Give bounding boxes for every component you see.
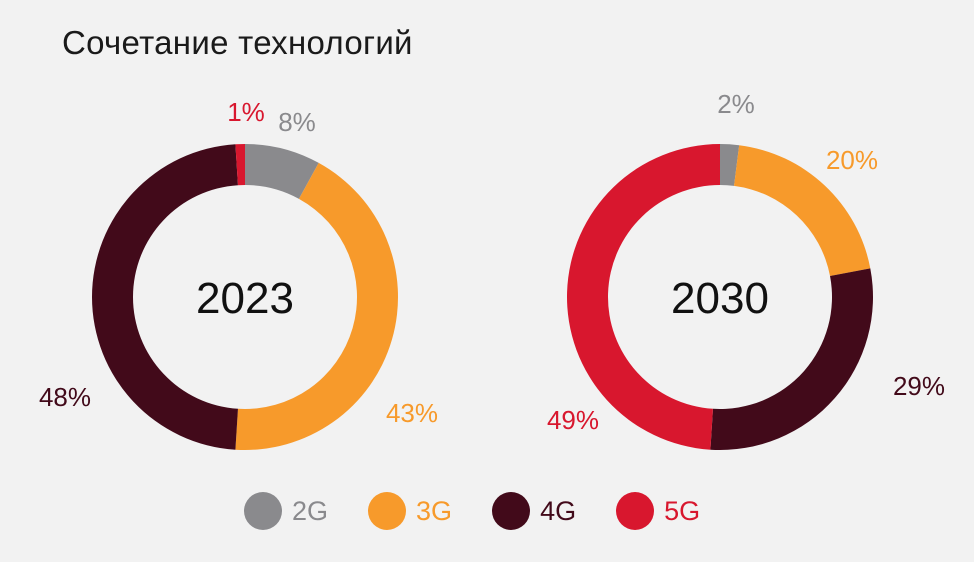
slice-label-2023-5g: 1% [227,97,265,127]
slice-label-2023-4g: 48% [39,382,91,412]
slice-label-2030-3g: 20% [826,145,878,175]
legend-item-4g: 4G [492,492,576,530]
slice-label-2023-2g: 8% [278,107,316,137]
slice-2030-2g [720,144,740,186]
slice-2023-3g [235,162,399,450]
center-label-2023: 2023 [196,274,294,323]
legend-item-2g: 2G [244,492,328,530]
chart-title: Сочетание технологий [62,24,413,61]
legend-swatch-4g [492,492,531,530]
legend-label-5g: 5G [664,495,701,526]
center-label-2030: 2030 [671,274,769,323]
slice-2023-2g [245,144,319,199]
slice-label-2030-5g: 49% [547,405,599,435]
slice-2030-5g [566,144,720,450]
legend: 2G 3G 4G 5G [244,492,700,530]
legend-swatch-3g [368,492,407,530]
legend-label-4g: 4G [540,495,577,526]
legend-swatch-2g [244,492,282,530]
slice-2023-4g [91,144,238,450]
legend-swatch-5g [616,492,655,530]
legend-label-3g: 3G [416,495,453,526]
legend-label-2g: 2G [292,495,329,526]
legend-item-5g: 5G [616,492,700,530]
slice-label-2030-2g: 2% [717,89,755,119]
slice-2030-3g [734,145,871,277]
slice-2023-5g [235,144,245,186]
legend-item-3g: 3G [368,492,452,530]
slice-2030-4g [710,268,874,451]
slice-label-2030-4g: 29% [893,371,945,401]
slice-label-2023-3g: 43% [386,398,438,428]
